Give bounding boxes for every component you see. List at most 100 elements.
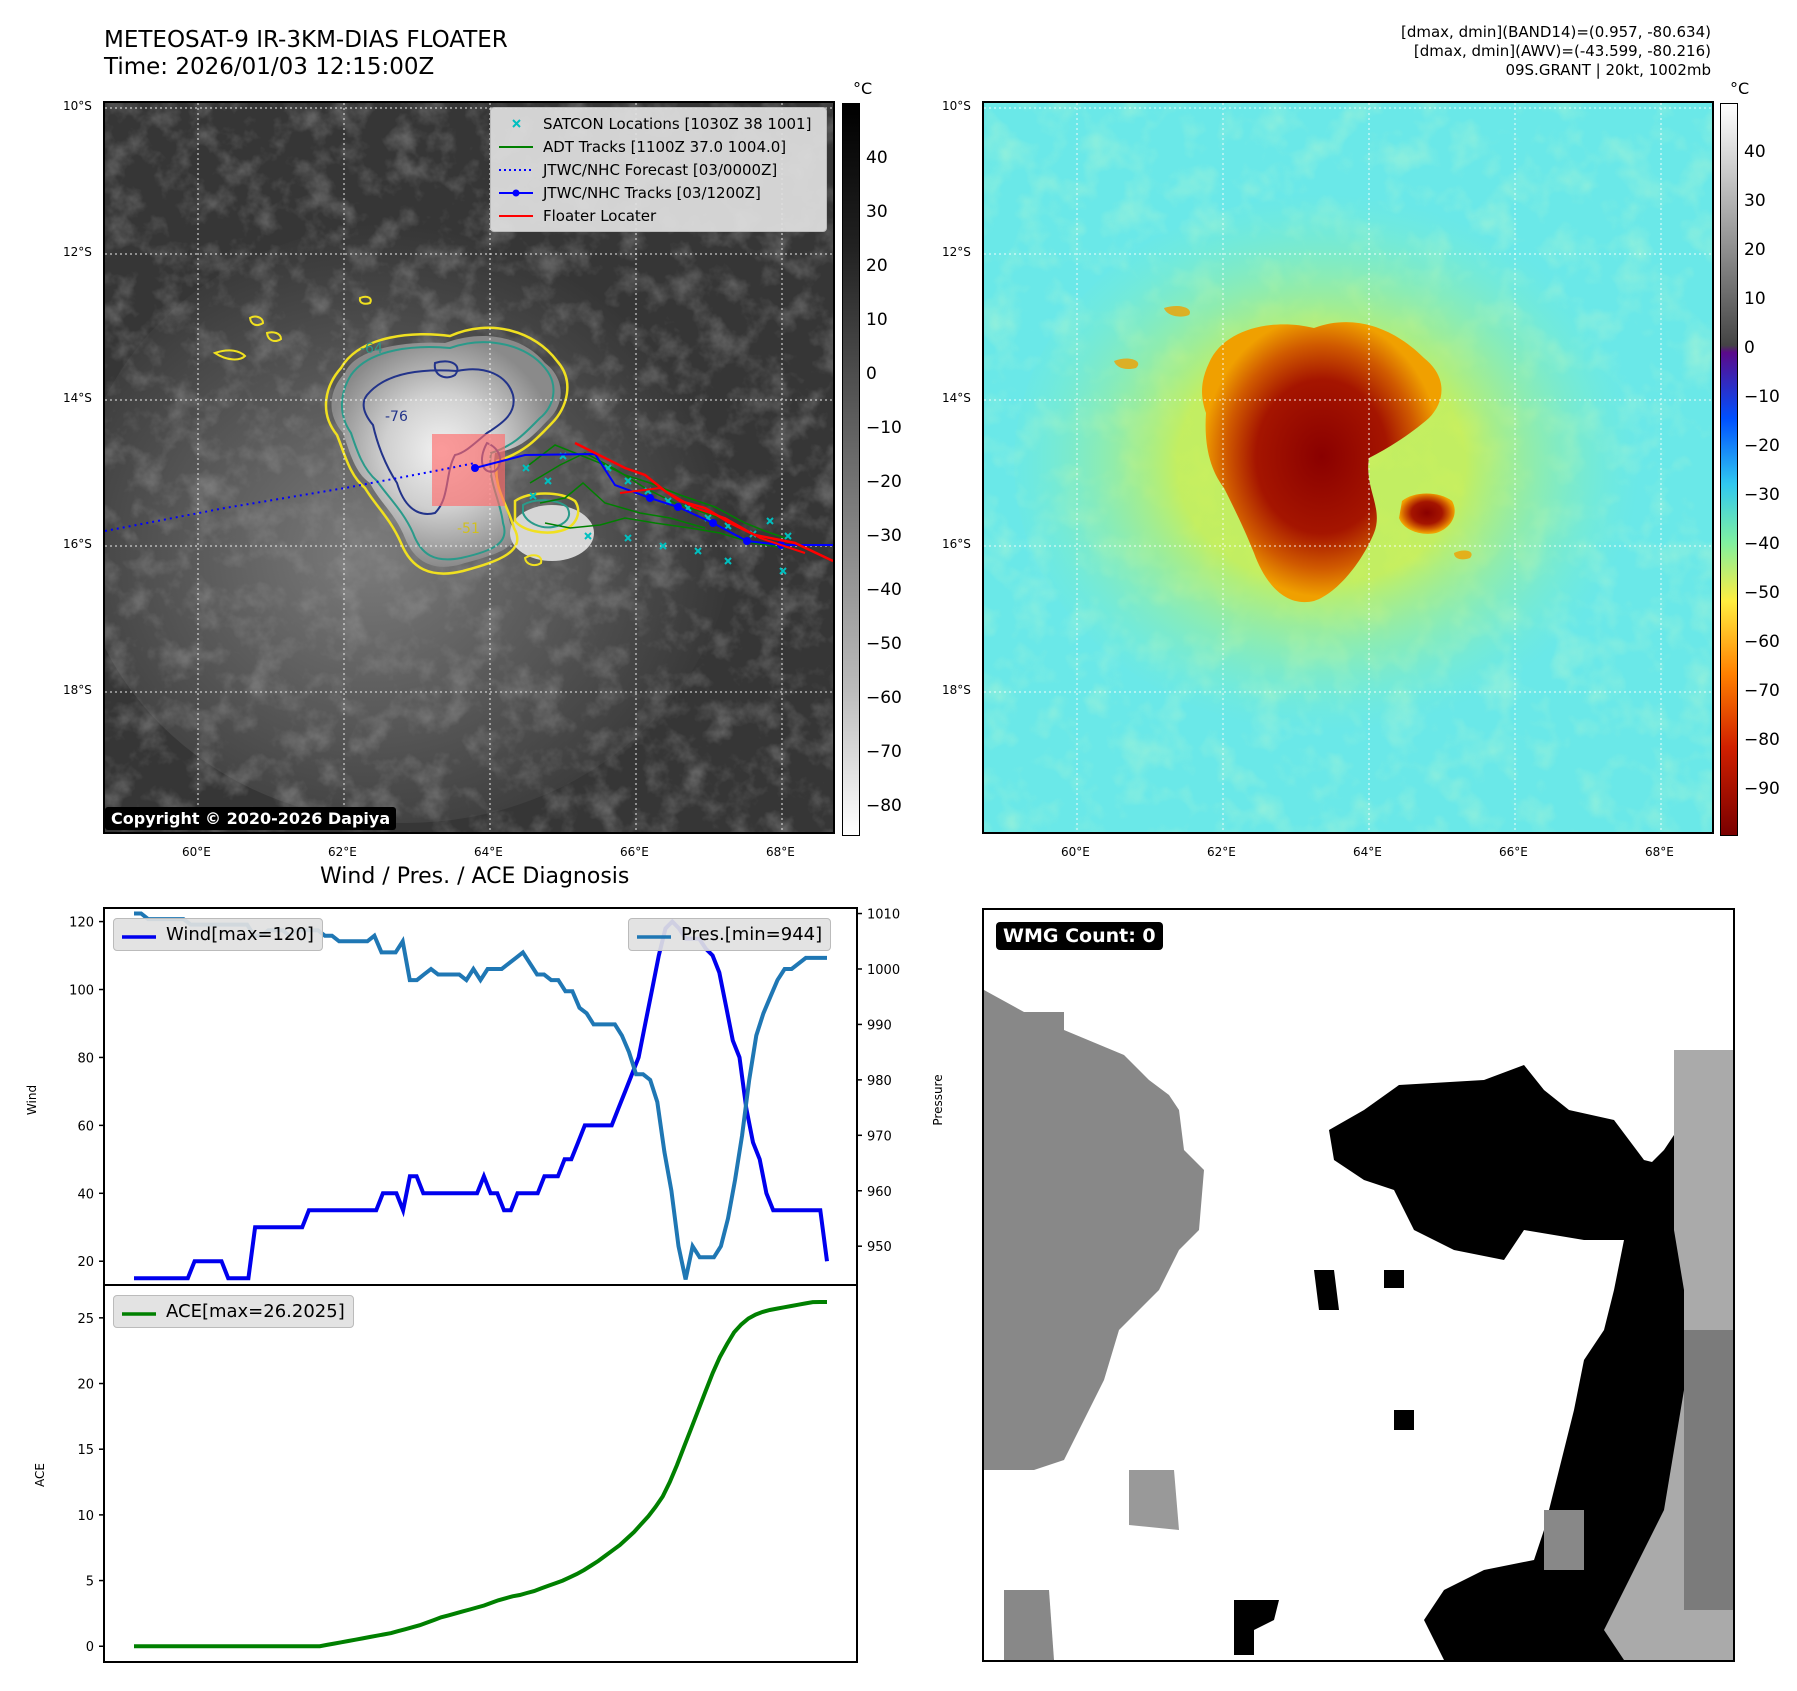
- awv-map-panel: [982, 101, 1714, 834]
- ir-lat-tick: 16°S: [63, 537, 92, 551]
- wmg-spot-1: [1314, 1270, 1339, 1310]
- wmg-region-gray-3: [1004, 1590, 1054, 1660]
- wind-legend: Wind[max=120]: [113, 918, 323, 951]
- wind-legend-label: Wind[max=120]: [166, 924, 314, 945]
- ir-colorbar: [842, 103, 860, 836]
- awv-cb-tick: −60: [1744, 632, 1780, 652]
- ir-lon-tick: 62°E: [328, 845, 357, 859]
- map-legend: SATCON Locations [1030Z 38 1001] ADT Tra…: [490, 107, 827, 232]
- wmg-region-gray-4: [1544, 1510, 1584, 1570]
- ace-axis-label: ACE: [33, 1463, 47, 1487]
- awv-map-image: [984, 103, 1712, 832]
- ir-cb-tick: −40: [866, 580, 902, 600]
- awv-lon-tick: 68°E: [1645, 845, 1674, 859]
- ir-lat-tick: 18°S: [63, 683, 92, 697]
- ir-cb-tick: −60: [866, 688, 902, 708]
- pres-yticks-label: 950: [867, 1240, 892, 1255]
- legend-jtwc-tracks-label: JTWC/NHC Tracks [03/1200Z]: [543, 183, 761, 202]
- awv-cb-tick: 20: [1744, 240, 1766, 260]
- wind-legend-icon: [122, 928, 156, 942]
- legend-adt: ADT Tracks [1100Z 37.0 1004.0]: [499, 135, 818, 158]
- ir-cb-tick: −80: [866, 796, 902, 816]
- wmg-region-darkgray: [1684, 1330, 1733, 1610]
- pres-yticks-label: 980: [867, 1074, 892, 1089]
- awv-lon-tick: 62°E: [1207, 845, 1236, 859]
- wind-series-line: [134, 918, 829, 1281]
- pressure-series-line: [134, 911, 827, 1280]
- wind-yticks-label: 40: [77, 1187, 94, 1202]
- legend-satcon: SATCON Locations [1030Z 38 1001]: [499, 112, 818, 135]
- awv-cb-tick: −40: [1744, 534, 1780, 554]
- jtwc-tracks-legend-icon: [499, 186, 533, 200]
- legend-jtwc-forecast: JTWC/NHC Forecast [03/0000Z]: [499, 158, 818, 181]
- pressure-legend: Pres.[min=944]: [628, 918, 832, 951]
- pres-yticks-label: 990: [867, 1018, 892, 1033]
- title-line-2: Time: 2026/01/03 12:15:00Z: [104, 54, 435, 80]
- ace-yticks-label: 0: [86, 1640, 94, 1655]
- legend-floater: Floater Locater: [499, 204, 818, 227]
- awv-lat-tick: 16°S: [942, 537, 971, 551]
- awv-cb-tick: 40: [1744, 142, 1766, 162]
- awv-colorbar-unit: °C: [1730, 79, 1750, 98]
- pres-y-ticks: 1010 1000 990 980 970 960 950: [857, 908, 900, 1255]
- ace-series-line: [134, 1300, 827, 1649]
- pressure-legend-row: Pres.[min=944]: [637, 923, 822, 946]
- ace-legend-row: ACE[max=26.2025]: [122, 1300, 345, 1323]
- ir-cb-tick: 0: [866, 364, 877, 384]
- band14-range: [dmax, dmin](BAND14)=(0.957, -80.634): [1400, 23, 1711, 41]
- wmg-region-gray: [984, 990, 1204, 1470]
- ace-axes-frame: [103, 1284, 858, 1663]
- contour-label-51: -51: [457, 521, 480, 537]
- pressure-legend-icon: [637, 928, 671, 942]
- ace-legend: ACE[max=26.2025]: [113, 1295, 354, 1328]
- awv-lat-tick: 18°S: [942, 683, 971, 697]
- ir-lat-tick: 12°S: [63, 245, 92, 259]
- pres-yticks-label: 960: [867, 1185, 892, 1200]
- wind-yticks-label: 100: [69, 984, 94, 999]
- awv-cb-tick: −30: [1744, 485, 1780, 505]
- ace-y-ticks: 25 20 15 10 5 0: [77, 1312, 104, 1655]
- adt-legend-icon: [499, 140, 533, 154]
- dmax-dmin-info: [dmax, dmin](BAND14)=(0.957, -80.634) [d…: [1401, 23, 1711, 80]
- copyright-badge: Copyright © 2020-2026 Dapiya: [105, 807, 397, 830]
- awv-cb-tick: 10: [1744, 289, 1766, 309]
- ir-cb-tick: −70: [866, 742, 902, 762]
- wmg-spot-4: [1234, 1600, 1279, 1655]
- ace-yticks-label: 5: [86, 1575, 94, 1590]
- awv-cb-tick: 30: [1744, 191, 1766, 211]
- wind-axis-label: Wind: [25, 1085, 39, 1115]
- wmg-region-gray-2: [1129, 1470, 1179, 1530]
- ir-cb-tick: −20: [866, 472, 902, 492]
- ir-lon-tick: 64°E: [474, 845, 503, 859]
- wind-y-ticks: 120 100 80 60 40 20: [69, 916, 104, 1270]
- awv-colorbar: [1720, 103, 1738, 836]
- awv-cb-tick: −50: [1744, 583, 1780, 603]
- awv-range: [dmax, dmin](AWV)=(-43.599, -80.216): [1413, 42, 1711, 60]
- jtwc-forecast-line: [105, 462, 476, 532]
- figure-title: METEOSAT-9 IR-3KM-DIAS FLOATER Time: 202…: [104, 27, 508, 81]
- ace-yticks-label: 25: [77, 1312, 94, 1327]
- awv-lon-tick: 60°E: [1061, 845, 1090, 859]
- wind-yticks-label: 120: [69, 916, 94, 931]
- ir-map-panel: -64 -76 -51: [103, 101, 835, 834]
- legend-jtwc-tracks: JTWC/NHC Tracks [03/1200Z]: [499, 181, 818, 204]
- ir-cb-tick: 10: [866, 310, 888, 330]
- wind-yticks-label: 80: [77, 1051, 94, 1066]
- awv-lon-tick: 66°E: [1499, 845, 1528, 859]
- jtwc-track-line: [474, 452, 833, 546]
- ir-cb-tick: −10: [866, 418, 902, 438]
- legend-adt-label: ADT Tracks [1100Z 37.0 1004.0]: [543, 137, 787, 156]
- ir-lon-tick: 60°E: [182, 845, 211, 859]
- wind-legend-row: Wind[max=120]: [122, 923, 314, 946]
- awv-lat-tick: 10°S: [942, 99, 971, 113]
- wmg-spot-3: [1394, 1410, 1414, 1430]
- legend-jtwc-forecast-label: JTWC/NHC Forecast [03/0000Z]: [543, 160, 778, 179]
- wmg-panel: WMG Count: 0: [982, 908, 1735, 1662]
- wmg-spot-2: [1384, 1270, 1404, 1288]
- awv-cb-tick: −70: [1744, 681, 1780, 701]
- ir-cb-tick: 40: [866, 148, 888, 168]
- awv-cb-tick: −90: [1744, 779, 1780, 799]
- awv-lat-tick: 14°S: [942, 391, 971, 405]
- legend-floater-label: Floater Locater: [543, 206, 657, 225]
